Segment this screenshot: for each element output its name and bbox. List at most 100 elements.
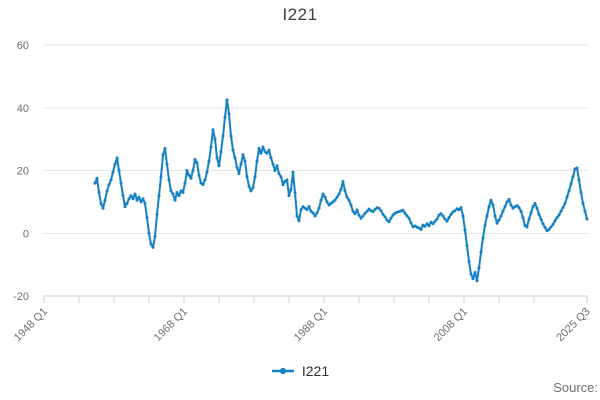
data-point[interactable] bbox=[519, 209, 523, 213]
data-point[interactable] bbox=[107, 183, 111, 187]
data-point[interactable] bbox=[563, 201, 567, 205]
data-point[interactable] bbox=[379, 209, 383, 213]
data-point[interactable] bbox=[281, 183, 285, 187]
data-point[interactable] bbox=[469, 272, 473, 276]
data-point[interactable] bbox=[177, 194, 181, 198]
data-point[interactable] bbox=[147, 231, 151, 235]
data-point[interactable] bbox=[383, 215, 387, 219]
data-point[interactable] bbox=[489, 198, 493, 202]
data-point[interactable] bbox=[339, 187, 343, 191]
data-point[interactable] bbox=[217, 164, 221, 168]
data-point[interactable] bbox=[445, 219, 449, 223]
data-point[interactable] bbox=[351, 209, 355, 213]
data-point[interactable] bbox=[127, 197, 131, 201]
data-point[interactable] bbox=[435, 217, 439, 221]
data-point[interactable] bbox=[417, 226, 421, 230]
data-point[interactable] bbox=[167, 178, 171, 182]
data-point[interactable] bbox=[277, 172, 281, 176]
data-point[interactable] bbox=[157, 194, 161, 198]
data-point[interactable] bbox=[371, 210, 375, 214]
data-point[interactable] bbox=[501, 209, 505, 213]
data-point[interactable] bbox=[295, 214, 299, 218]
data-point[interactable] bbox=[365, 209, 369, 213]
data-point[interactable] bbox=[565, 195, 569, 199]
data-point[interactable] bbox=[449, 212, 453, 216]
data-point[interactable] bbox=[311, 211, 315, 215]
data-point[interactable] bbox=[197, 173, 201, 177]
data-point[interactable] bbox=[249, 189, 253, 193]
data-point[interactable] bbox=[211, 128, 215, 132]
data-point[interactable] bbox=[269, 156, 273, 160]
data-point[interactable] bbox=[273, 169, 277, 172]
data-point[interactable] bbox=[447, 216, 451, 220]
data-point[interactable] bbox=[493, 214, 497, 218]
data-point[interactable] bbox=[99, 201, 103, 205]
legend-item-i221[interactable]: I221 bbox=[271, 363, 329, 379]
data-point[interactable] bbox=[95, 176, 99, 180]
data-point[interactable] bbox=[377, 206, 381, 210]
data-point[interactable] bbox=[349, 203, 353, 207]
data-point[interactable] bbox=[215, 156, 219, 160]
data-point[interactable] bbox=[495, 221, 499, 225]
data-point[interactable] bbox=[567, 189, 571, 193]
data-point[interactable] bbox=[121, 194, 125, 198]
data-point[interactable] bbox=[453, 209, 457, 213]
data-point[interactable] bbox=[373, 207, 377, 211]
data-point[interactable] bbox=[163, 147, 167, 150]
data-point[interactable] bbox=[103, 198, 107, 202]
data-point[interactable] bbox=[97, 191, 101, 194]
data-point[interactable] bbox=[409, 221, 413, 225]
data-point[interactable] bbox=[271, 162, 275, 166]
data-point[interactable] bbox=[391, 213, 395, 217]
data-point[interactable] bbox=[505, 200, 509, 204]
data-point[interactable] bbox=[231, 148, 235, 152]
data-point[interactable] bbox=[283, 180, 287, 183]
data-point[interactable] bbox=[195, 161, 199, 165]
data-point[interactable] bbox=[387, 220, 391, 224]
data-point[interactable] bbox=[551, 223, 555, 226]
data-point[interactable] bbox=[547, 228, 551, 231]
data-point[interactable] bbox=[539, 217, 543, 221]
data-point[interactable] bbox=[155, 212, 159, 216]
data-point[interactable] bbox=[575, 166, 579, 170]
data-point[interactable] bbox=[187, 173, 191, 177]
data-point[interactable] bbox=[109, 178, 113, 182]
data-point[interactable] bbox=[207, 159, 211, 163]
data-point[interactable] bbox=[443, 217, 447, 221]
data-point[interactable] bbox=[115, 156, 119, 160]
data-point[interactable] bbox=[179, 189, 183, 193]
data-point[interactable] bbox=[425, 222, 429, 226]
data-point[interactable] bbox=[557, 213, 561, 217]
data-point[interactable] bbox=[245, 175, 249, 179]
data-point[interactable] bbox=[165, 162, 169, 166]
data-point[interactable] bbox=[571, 175, 575, 179]
data-point[interactable] bbox=[261, 145, 265, 149]
data-point[interactable] bbox=[427, 224, 431, 228]
data-point[interactable] bbox=[541, 222, 545, 226]
data-point[interactable] bbox=[509, 203, 513, 207]
data-point[interactable] bbox=[191, 169, 195, 172]
data-point[interactable] bbox=[569, 182, 573, 186]
data-point[interactable] bbox=[325, 200, 329, 204]
data-point[interactable] bbox=[265, 151, 269, 155]
data-point[interactable] bbox=[419, 228, 423, 231]
data-point[interactable] bbox=[553, 219, 557, 223]
plot-area[interactable]: -20 0 20 40 60 1948 Q1 1968 Q1 1988 Q1 2008 Q1 20… bbox=[0, 0, 600, 355]
data-point[interactable] bbox=[111, 170, 115, 174]
data-point[interactable] bbox=[467, 260, 471, 263]
data-point[interactable] bbox=[347, 198, 351, 202]
data-point[interactable] bbox=[287, 194, 291, 198]
data-point[interactable] bbox=[259, 151, 263, 155]
data-point[interactable] bbox=[521, 216, 525, 220]
data-point[interactable] bbox=[125, 201, 129, 205]
data-point[interactable] bbox=[585, 217, 589, 221]
data-point[interactable] bbox=[461, 214, 465, 218]
data-point[interactable] bbox=[205, 170, 209, 174]
data-point[interactable] bbox=[237, 172, 241, 176]
data-point[interactable] bbox=[145, 216, 149, 220]
data-point[interactable] bbox=[559, 209, 563, 213]
data-point[interactable] bbox=[313, 214, 317, 218]
data-point[interactable] bbox=[101, 206, 105, 210]
data-point[interactable] bbox=[527, 217, 531, 221]
data-point[interactable] bbox=[299, 208, 303, 212]
